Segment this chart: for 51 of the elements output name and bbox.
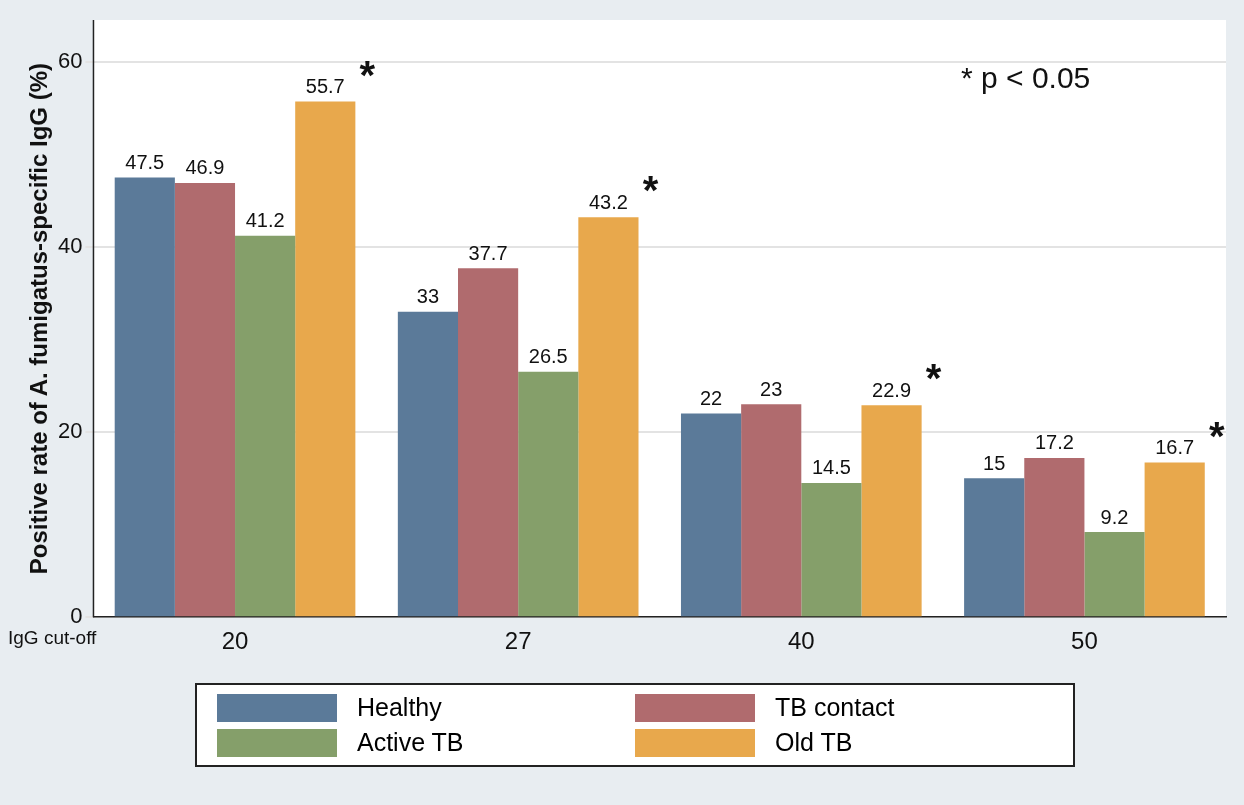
- bar: [295, 101, 356, 617]
- bar: [1084, 532, 1145, 617]
- data-label: 37.7: [468, 241, 508, 264]
- data-label: 17.2: [1034, 431, 1074, 454]
- legend-label: Healthy: [357, 693, 442, 722]
- annotation: *: [925, 356, 942, 401]
- bar: [1144, 462, 1205, 617]
- data-label: 47.5: [125, 150, 165, 173]
- legend-label: Old TB: [775, 728, 853, 757]
- bar: [518, 371, 579, 617]
- x-tick-label: 50: [1071, 627, 1098, 655]
- data-label: 26.5: [528, 345, 568, 368]
- legend-label: TB contact: [775, 693, 895, 722]
- x-tick-label: 20: [221, 627, 249, 655]
- annotation: * p < 0.05: [961, 61, 1091, 95]
- data-label: 41.2: [245, 209, 285, 232]
- data-label: 43.2: [588, 190, 628, 213]
- legend-label: Active TB: [357, 728, 464, 757]
- bar: [964, 478, 1025, 617]
- data-label: 14.5: [811, 456, 851, 479]
- y-tick-label: 20: [57, 418, 83, 444]
- annotation: *: [642, 168, 659, 213]
- y-axis-title: Positive rate of A. fumigatus-specific IgG (%): [24, 63, 52, 575]
- x-tick-label: 40: [787, 627, 815, 655]
- bar: [801, 482, 862, 617]
- bar: [861, 405, 922, 617]
- data-label: 16.7: [1155, 436, 1195, 459]
- data-label: 46.9: [185, 156, 225, 179]
- y-tick-label: 0: [70, 603, 83, 629]
- data-label: 23: [760, 377, 783, 400]
- data-label: 15: [983, 451, 1006, 474]
- x-axis-title: IgG cut-off: [8, 627, 98, 649]
- bar: [578, 217, 639, 617]
- y-tick-label: 40: [57, 232, 83, 258]
- annotation: *: [1208, 413, 1225, 458]
- bar: [741, 404, 802, 617]
- bar: [397, 311, 458, 617]
- bar: [235, 235, 296, 617]
- data-label: 33: [416, 285, 440, 308]
- data-label: 55.7: [305, 74, 345, 97]
- bar: [680, 413, 742, 617]
- data-label: 22: [699, 387, 723, 410]
- y-tick-label: 60: [57, 47, 83, 73]
- bar: [1024, 457, 1085, 617]
- data-label: 22.9: [872, 378, 912, 401]
- data-label: 9.2: [1100, 505, 1129, 528]
- bar: [114, 177, 175, 617]
- bar: [174, 182, 236, 617]
- annotation: *: [359, 52, 376, 97]
- x-tick-label: 27: [504, 627, 532, 655]
- bar: [458, 268, 519, 617]
